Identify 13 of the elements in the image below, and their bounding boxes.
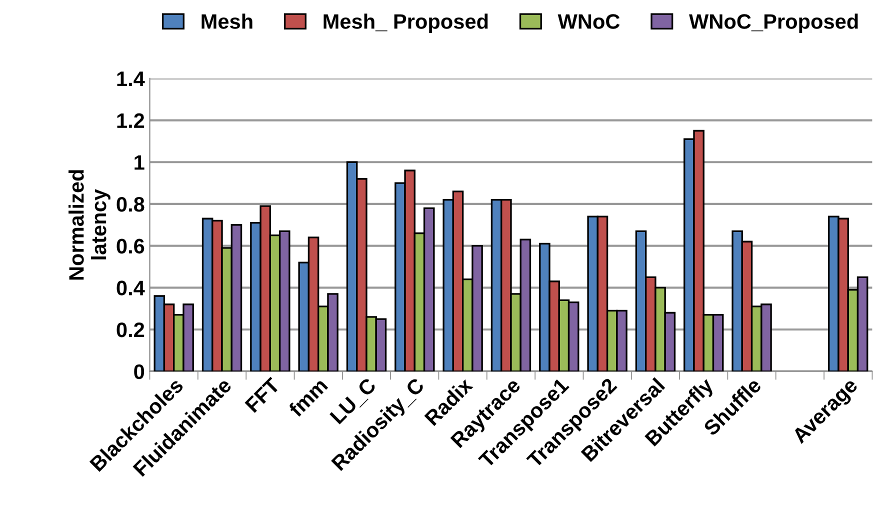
y-tick-label: 0.2: [116, 322, 144, 338]
y-tick-label: 0.8: [116, 196, 144, 212]
y-tick-label: 0.4: [116, 280, 145, 296]
y-axis-title: Normalized latency: [68, 170, 110, 280]
y-tick-label: 1: [134, 155, 144, 170]
legend-label: Mesh: [202, 14, 252, 29]
y-tick-label: 0: [134, 364, 144, 380]
legend-label: Mesh_ Proposed: [324, 14, 488, 34]
legend-label: WNoC_Proposed: [689, 14, 858, 34]
y-tick-label: 1.2: [117, 113, 144, 128]
y-tick-label: 0.6: [116, 238, 144, 254]
legend-label: WNoC: [558, 14, 620, 29]
y-tick-label: 1.4: [117, 72, 145, 86]
